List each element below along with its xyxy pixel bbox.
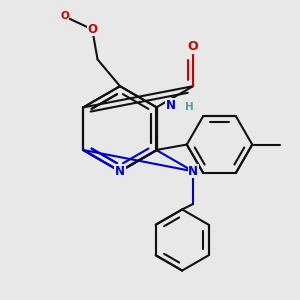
Text: N: N xyxy=(115,165,125,178)
Text: N: N xyxy=(188,165,198,178)
Text: H: H xyxy=(184,103,193,112)
Text: O: O xyxy=(60,11,69,21)
Text: N: N xyxy=(165,99,176,112)
Text: O: O xyxy=(188,40,198,53)
Text: O: O xyxy=(87,23,97,36)
